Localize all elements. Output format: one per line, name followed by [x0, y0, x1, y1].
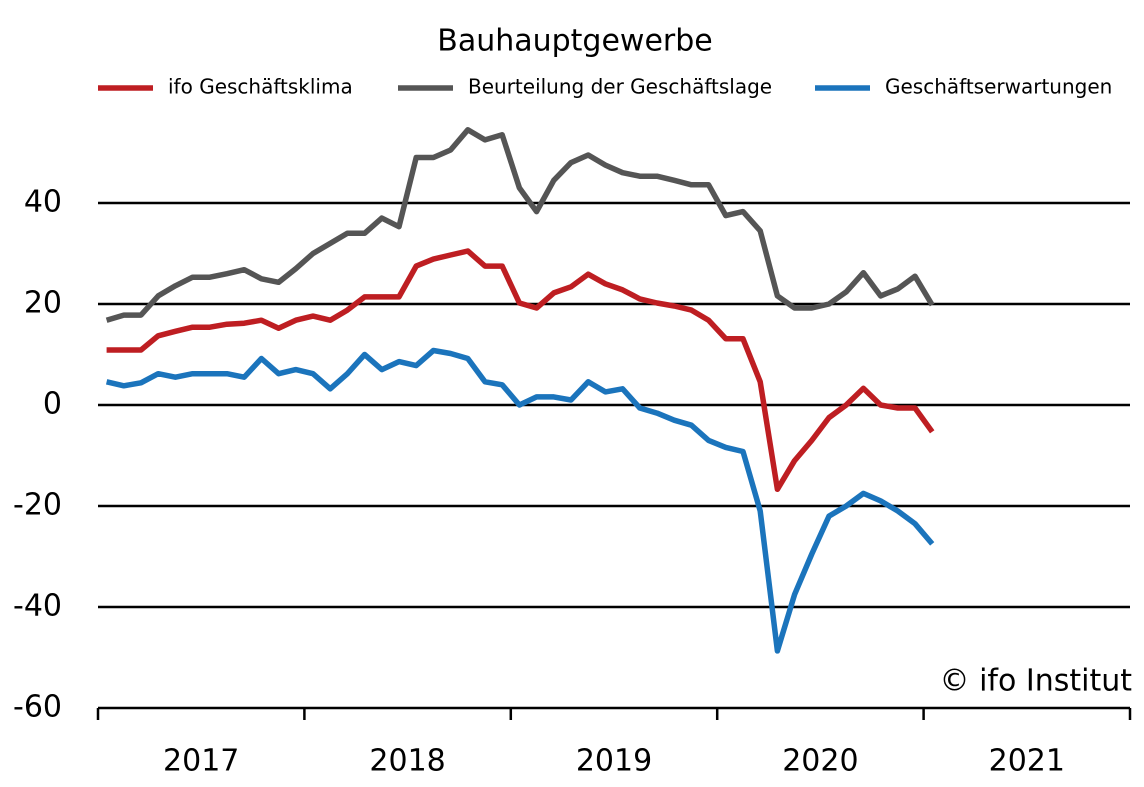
series-line [105, 127, 935, 323]
y-tick-label: 20 [24, 286, 62, 321]
x-tick-label: 2021 [989, 744, 1065, 779]
x-tick-label: 2020 [782, 744, 858, 779]
chart-title: Bauhauptgewerbe [437, 24, 713, 59]
y-tick-label: 0 [43, 387, 62, 422]
y-tick-label: -40 [13, 589, 62, 624]
copyright: © ifo Institut [940, 664, 1133, 699]
x-tick-label: 2017 [163, 744, 239, 779]
x-tick-label: 2019 [576, 744, 652, 779]
y-tick-label: -20 [13, 488, 62, 523]
x-tick-label: 2018 [369, 744, 445, 779]
legend-label: Beurteilung der Geschäftslage [468, 75, 772, 99]
legend-label: ifo Geschäftsklima [168, 75, 353, 99]
legend-label: Geschäftserwartungen [885, 75, 1112, 99]
y-tick-label: 40 [24, 185, 62, 220]
series-line [106, 248, 935, 493]
series-line [105, 347, 935, 654]
y-tick-label: -60 [13, 690, 62, 725]
